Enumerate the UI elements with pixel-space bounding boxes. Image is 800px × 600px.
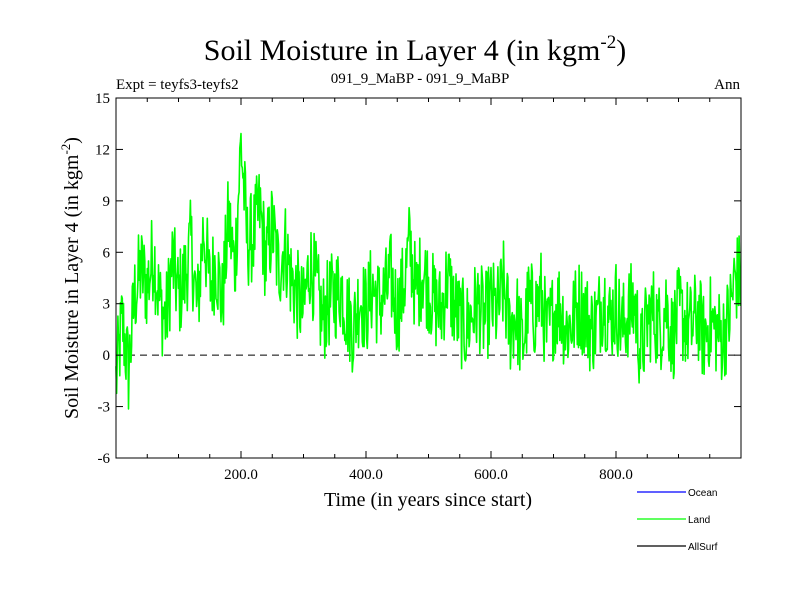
legend-label-ocean: Ocean <box>688 488 717 499</box>
y-tick-label: 6 <box>103 245 111 261</box>
subtitle-experiment: Expt = teyfs3-teyfs2 <box>116 77 239 93</box>
y-axis-label-close: ) <box>61 137 83 144</box>
x-axis-label: Time (in years since start) <box>324 489 532 511</box>
y-tick-label: 12 <box>95 142 110 158</box>
subtitle-period: 091_9_MaBP - 091_9_MaBP <box>331 71 510 87</box>
legend: Ocean Land AllSurf <box>637 488 718 553</box>
y-tick-label: 0 <box>103 348 111 364</box>
y-tick-label: 3 <box>103 297 111 313</box>
y-tick-label: 15 <box>95 91 110 107</box>
y-tick-label: -6 <box>98 451 111 467</box>
chart-title: Soil Moisture in Layer 4 (in kgm-2) <box>204 32 626 67</box>
legend-label-allsurf: AllSurf <box>688 542 718 553</box>
chart-title-main: Soil Moisture in Layer 4 (in kgm <box>204 34 601 67</box>
y-axis-label-main: Soil Moisture in Layer 4 (in kgm <box>61 154 83 419</box>
x-tick-label: 200.0 <box>224 467 258 483</box>
x-tick-label: 600.0 <box>474 467 508 483</box>
subtitle-season: Ann <box>714 77 740 93</box>
chart-title-close: ) <box>616 34 626 67</box>
x-tick-label: 400.0 <box>349 467 383 483</box>
plot-frame <box>115 97 742 459</box>
legend-label-land: Land <box>688 515 710 526</box>
chart-title-superscript: -2 <box>600 32 616 53</box>
y-tick-label: 9 <box>103 194 111 210</box>
y-axis-label-superscript: -2 <box>58 144 73 155</box>
x-tick-label: 800.0 <box>599 467 633 483</box>
y-tick-label: -3 <box>98 400 111 416</box>
y-axis-label: Soil Moisture in Layer 4 (in kgm-2) <box>58 137 83 419</box>
series-line-land <box>115 132 742 410</box>
